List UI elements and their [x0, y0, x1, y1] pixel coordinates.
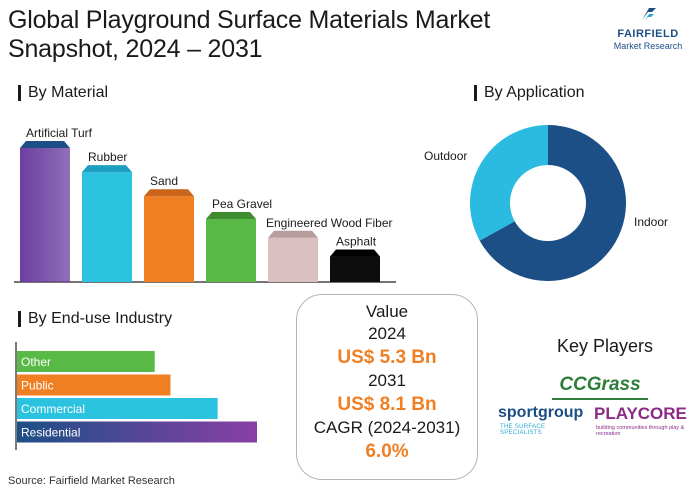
- playcore-logo-text: PLAYCORE: [594, 404, 687, 423]
- enduse-label-residential: Residential: [21, 426, 80, 440]
- sportgroup-logo: sportgroup THE SURFACE SPECIALISTS: [498, 404, 588, 436]
- section-title-enduse: By End-use Industry: [18, 311, 172, 327]
- section-title-material: By Material: [18, 85, 108, 101]
- playcore-tagline: building communities through play & recr…: [596, 425, 685, 437]
- material-bar-top-asphalt: [330, 249, 380, 257]
- source-note: Source: Fairfield Market Research: [8, 475, 175, 487]
- material-label-sand: Sand: [150, 174, 178, 188]
- sportgroup-tagline: THE SURFACE SPECIALISTS: [500, 424, 546, 436]
- enduse-label-public: Public: [21, 379, 54, 393]
- material-bar-artificial-turf: [20, 148, 70, 282]
- material-label-engineered-wood-fiber: Engineered Wood Fiber: [266, 216, 393, 230]
- logo-brand: FAIRFIELD: [617, 28, 679, 40]
- donut-label-indoor: Indoor: [634, 215, 668, 229]
- enduse-label-other: Other: [21, 355, 51, 369]
- playcore-logo: PLAYCORE building communities through pl…: [594, 404, 687, 437]
- page-title: Global Playground Surface Materials Mark…: [8, 6, 491, 63]
- material-bar-pea-gravel: [206, 219, 256, 282]
- material-label-artificial-turf: Artificial Turf: [26, 126, 93, 140]
- material-bar-top-artificial-turf: [20, 141, 70, 148]
- donut-slice-indoor: [479, 125, 626, 281]
- ccgrass-underline: [552, 398, 648, 400]
- enduse-bar-other: [17, 351, 155, 372]
- material-bar-top-rubber: [82, 165, 132, 173]
- fairfield-mark-icon: [642, 8, 656, 20]
- enduse-label-commercial: Commercial: [21, 402, 85, 416]
- enduse-bar-commercial: [17, 398, 218, 419]
- enduse-bar-chart: Other Public Commercial Residential: [15, 342, 257, 450]
- value-2024: US$ 5.3 Bn: [337, 347, 437, 368]
- fairfield-logo: FAIRFIELD Market Research: [598, 6, 698, 51]
- material-bar-top-engineered-wood-fiber: [268, 230, 318, 238]
- material-bar-asphalt: [330, 256, 380, 282]
- application-donut-chart: Indoor Outdoor: [424, 125, 668, 281]
- ccgrass-logo: CCGrass: [548, 372, 652, 402]
- value-year-2031: 2031: [368, 371, 406, 390]
- value-heading: Value: [365, 302, 409, 321]
- value-year-2024: 2024: [368, 324, 406, 343]
- material-bar-top-sand: [144, 189, 194, 197]
- logo-subtitle: Market Research: [613, 41, 683, 51]
- enduse-bar-residential: [17, 421, 257, 443]
- material-label-asphalt: Asphalt: [336, 235, 377, 249]
- cagr-label: CAGR (2024-2031): [313, 418, 461, 437]
- enduse-bar-public: [17, 374, 171, 396]
- donut-label-outdoor: Outdoor: [424, 149, 467, 163]
- material-bar-rubber: [82, 172, 132, 282]
- ccgrass-logo-text: CCGrass: [559, 374, 641, 395]
- section-title-application: By Application: [474, 85, 585, 101]
- value-2031: US$ 8.1 Bn: [337, 394, 437, 415]
- material-label-rubber: Rubber: [88, 150, 127, 164]
- material-bar-top-pea-gravel: [206, 212, 256, 220]
- key-players-title: Key Players: [556, 336, 654, 356]
- material-bar-engineered-wood-fiber: [268, 237, 318, 282]
- donut-slice-outdoor: [470, 125, 548, 241]
- material-label-pea-gravel: Pea Gravel: [212, 197, 272, 211]
- cagr-value: 6.0%: [365, 441, 409, 462]
- market-value-box: Value 2024 US$ 5.3 Bn 2031 US$ 8.1 Bn CA…: [296, 294, 478, 480]
- material-bar-sand: [144, 196, 194, 282]
- sportgroup-logo-text: sportgroup: [498, 404, 584, 421]
- material-bar-chart: Artificial Turf Rubber Sand Pea Gravel Engin…: [14, 126, 396, 283]
